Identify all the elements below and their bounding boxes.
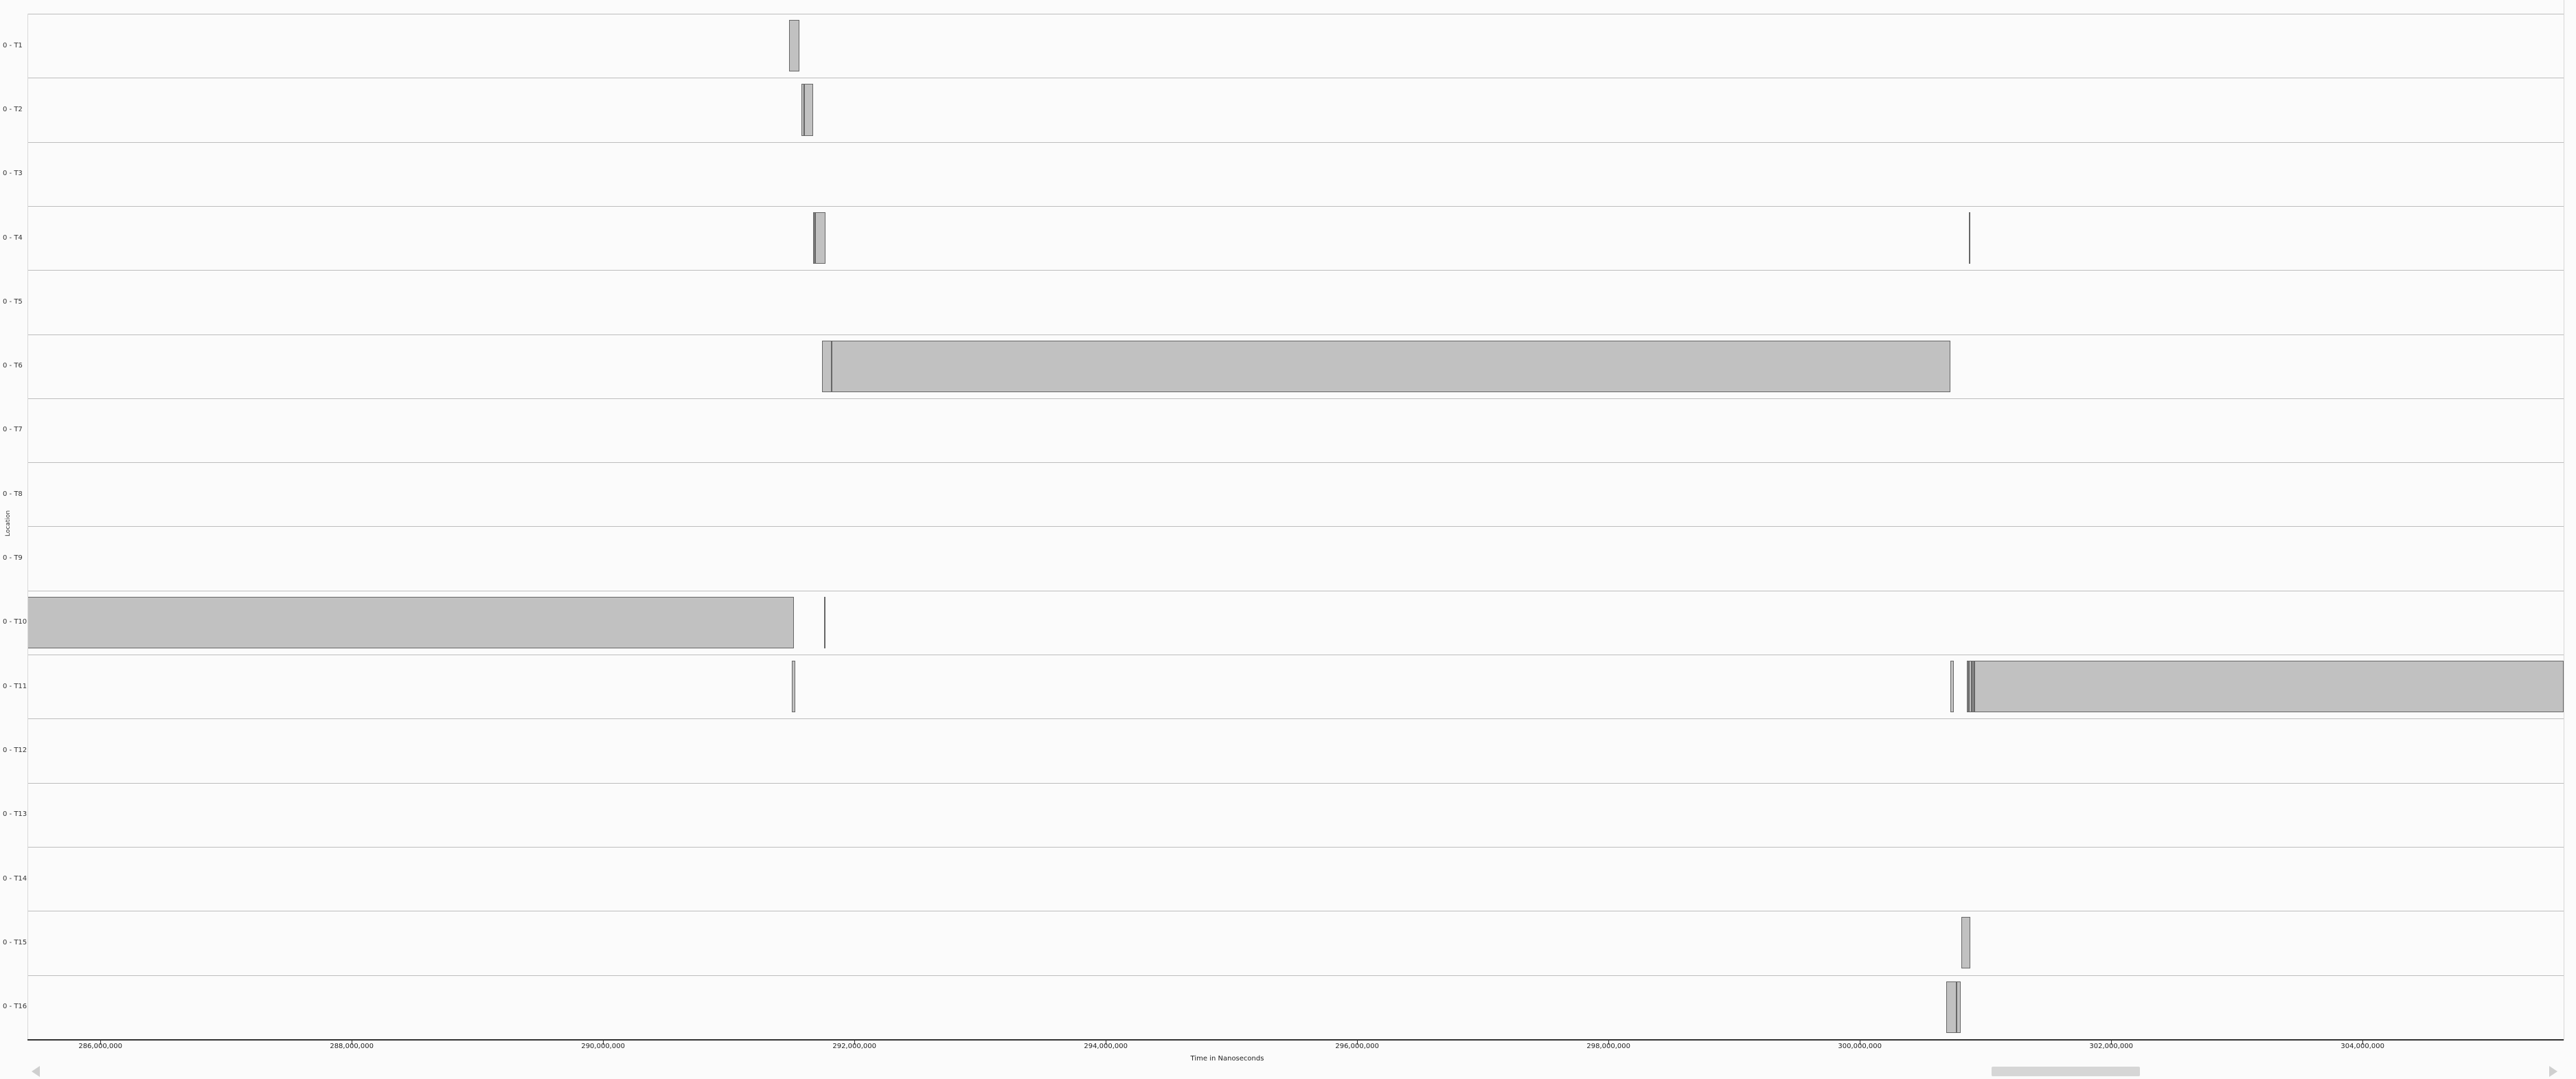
event-bar[interactable] (1946, 981, 1957, 1033)
x-tick-label: 286,000,000 (78, 1043, 122, 1050)
row-label: 0 - T8 (3, 490, 23, 498)
event-bar[interactable] (1972, 661, 1974, 713)
event-bar[interactable] (1950, 661, 1954, 713)
event-bar[interactable] (832, 340, 1950, 392)
row-separator (27, 205, 2564, 207)
row-label: 0 - T10 (3, 618, 27, 626)
row-label: 0 - T9 (3, 554, 23, 563)
event-bar[interactable] (815, 212, 826, 264)
x-tick-label: 292,000,000 (832, 1043, 876, 1050)
x-tick-label: 296,000,000 (1335, 1043, 1379, 1050)
horizontal-scrollbar[interactable] (27, 1066, 2564, 1077)
row-label: 0 - T6 (3, 362, 23, 370)
event-bar[interactable] (27, 596, 795, 648)
x-tick-label: 288,000,000 (330, 1043, 374, 1050)
row-label: 0 - T2 (3, 105, 23, 113)
row-separator (27, 975, 2564, 976)
x-tick (100, 1039, 102, 1045)
row-label: 0 - T5 (3, 297, 23, 306)
x-tick-label: 298,000,000 (1586, 1043, 1630, 1050)
x-tick (2111, 1039, 2112, 1045)
event-bar[interactable] (1961, 917, 1971, 969)
x-axis-title: Time in Nanoseconds (1190, 1055, 1264, 1063)
row-separator (27, 526, 2564, 527)
x-tick-label: 304,000,000 (2340, 1043, 2384, 1050)
row-label: 0 - T1 (3, 41, 23, 49)
row-separator (27, 270, 2564, 271)
event-bar[interactable] (791, 661, 796, 713)
row-label: 0 - T16 (3, 1003, 27, 1011)
row-separator (27, 334, 2564, 335)
row-separator (27, 141, 2564, 143)
event-bar[interactable] (1969, 212, 1971, 264)
row-separator (27, 846, 2564, 848)
plot-left-border (27, 14, 28, 1041)
y-axis-title: Location (5, 510, 12, 536)
scrollbar-thumb[interactable] (1992, 1067, 2141, 1076)
x-tick (1608, 1039, 1610, 1045)
x-tick-label: 294,000,000 (1084, 1043, 1128, 1050)
row-label: 0 - T12 (3, 746, 27, 754)
x-tick (1357, 1039, 1358, 1045)
row-separator (27, 718, 2564, 720)
x-tick-label: 302,000,000 (2089, 1043, 2133, 1050)
row-label: 0 - T15 (3, 938, 27, 946)
x-tick (854, 1039, 856, 1045)
row-label: 0 - T11 (3, 682, 27, 690)
event-bar[interactable] (1966, 661, 1970, 713)
event-bar[interactable] (821, 340, 832, 392)
row-separator (27, 462, 2564, 464)
x-tick-label: 290,000,000 (581, 1043, 625, 1050)
event-bar[interactable] (801, 84, 804, 136)
scroll-left-arrow-icon[interactable] (32, 1066, 40, 1077)
event-bar[interactable] (1957, 981, 1961, 1033)
event-bar[interactable] (1974, 661, 2564, 713)
event-bar[interactable] (1969, 661, 1972, 713)
row-label: 0 - T4 (3, 234, 23, 242)
x-tick (2362, 1039, 2364, 1045)
event-bar[interactable] (788, 20, 799, 72)
row-separator (27, 782, 2564, 784)
event-bar[interactable] (803, 84, 813, 136)
event-bar[interactable] (824, 596, 826, 648)
event-bar[interactable] (812, 212, 816, 264)
x-tick (603, 1039, 604, 1045)
row-label: 0 - T14 (3, 874, 27, 883)
x-tick-label: 300,000,000 (1838, 1043, 1882, 1050)
row-label: 0 - T13 (3, 810, 27, 819)
x-axis-line (27, 1039, 2564, 1041)
row-separator (27, 398, 2564, 399)
scroll-right-arrow-icon[interactable] (2549, 1066, 2557, 1077)
row-label: 0 - T7 (3, 426, 23, 434)
row-label: 0 - T3 (3, 170, 23, 178)
